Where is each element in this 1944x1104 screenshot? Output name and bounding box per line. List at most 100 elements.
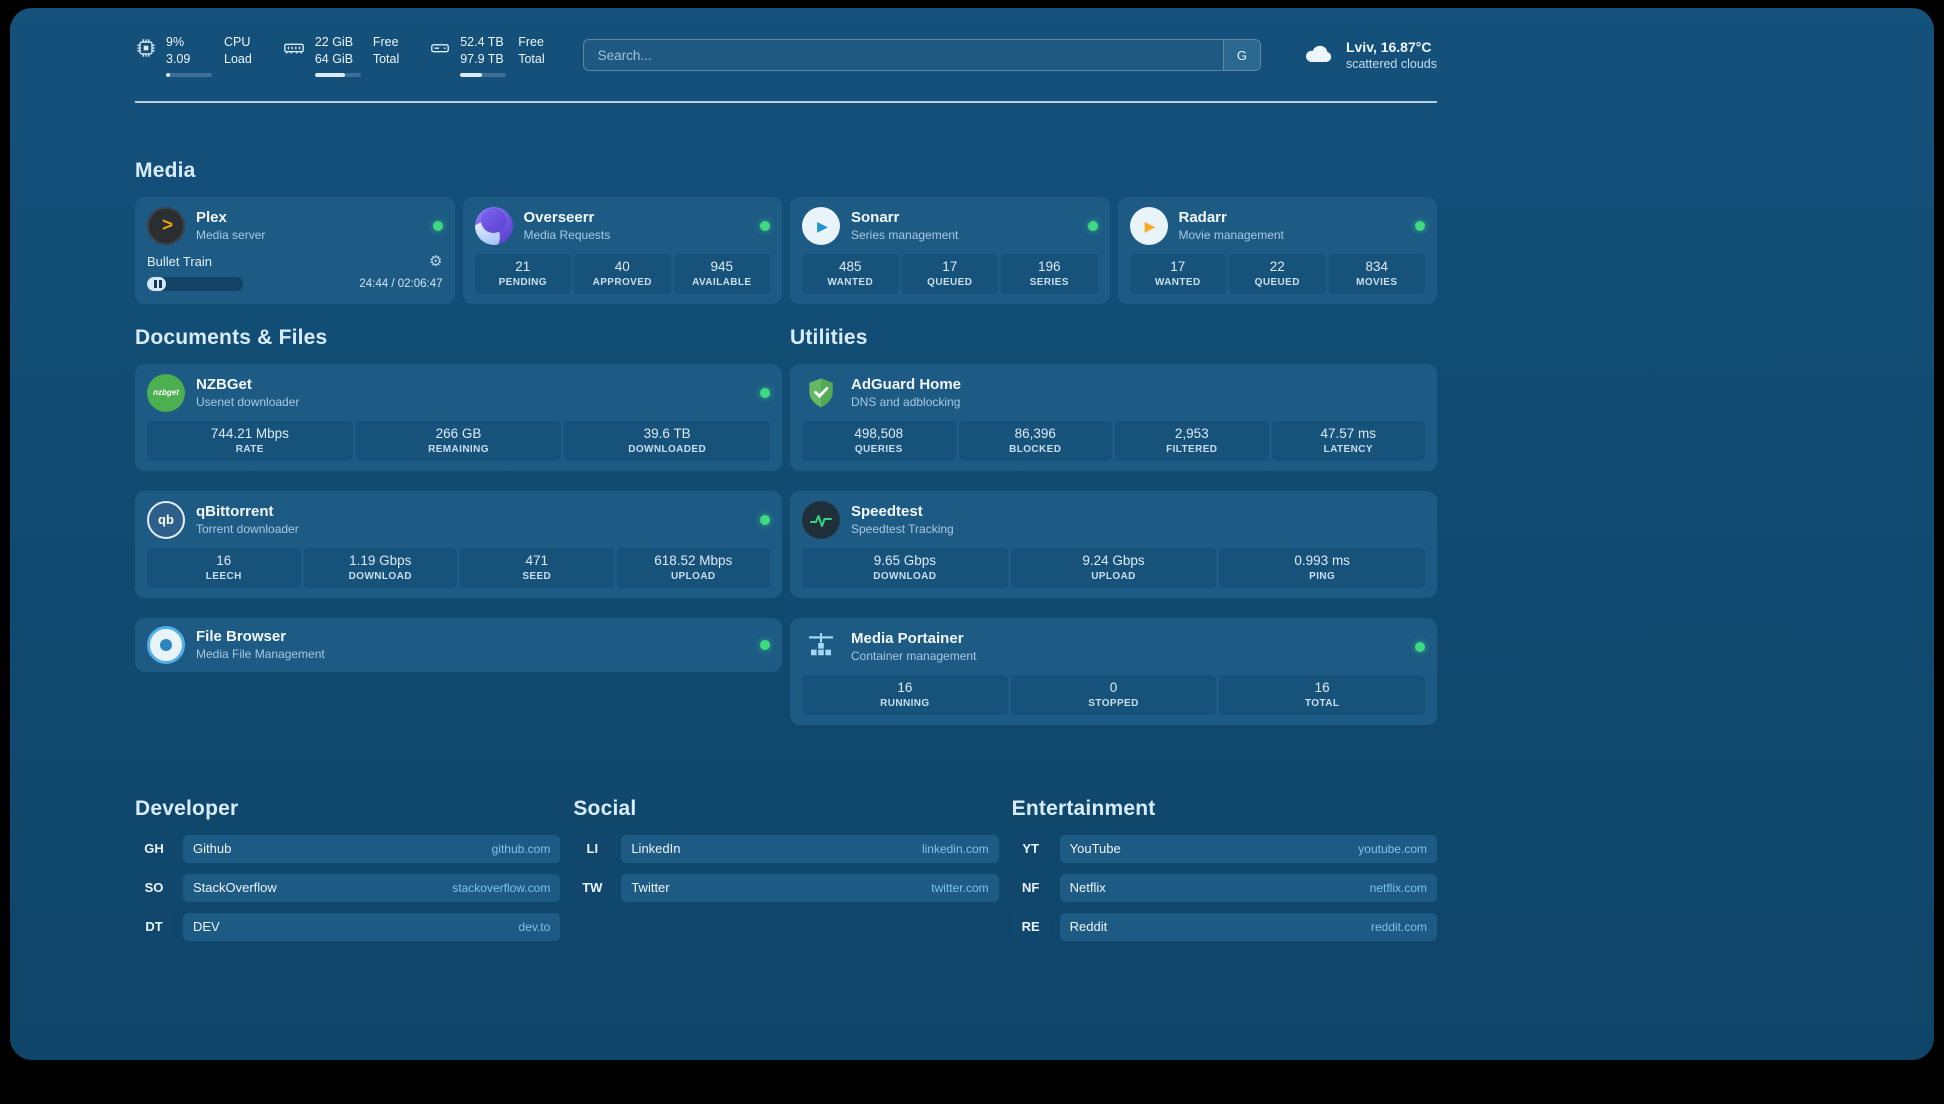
section-entertainment: Entertainment YT YouTube youtube.com NF … [1011,796,1437,952]
speedtest-card[interactable]: Speedtest Speedtest Tracking 9.65 Gbps D… [790,490,1437,598]
cpu-load-value: 3.09 [166,52,191,67]
plex-card[interactable]: Plex Media server Bullet Train [135,196,455,304]
stat-value: 17 [942,258,958,274]
nzbget-card[interactable]: nzbget NZBGet Usenet downloader 744.21 M… [135,363,782,471]
ram-icon [282,37,306,64]
section-utilities: Utilities AdGuard Home [790,326,1437,745]
stat-tile: 1.19 Gbps DOWNLOAD [303,547,457,588]
link-name: YouTube [1069,841,1121,856]
stats-row: 16 LEECH 1.19 Gbps DOWNLOAD 471 SEED 6 [147,547,770,588]
stat-tile: 196 SERIES [1001,253,1098,294]
link-domain: netflix.com [1369,880,1427,895]
playback-progress-bar[interactable] [147,276,243,291]
section-documents: Documents & Files nzbget NZBGet Usenet d… [135,326,782,745]
status-online-dot [1415,220,1425,231]
pause-button[interactable] [154,279,162,288]
stat-label: WANTED [1154,276,1201,288]
link-stackoverflow[interactable]: SO StackOverflow stackoverflow.com [135,873,561,902]
stat-tile: 945 AVAILABLE [673,253,770,294]
section-title-social: Social [573,796,637,820]
filebrowser-card[interactable]: File Browser Media File Management [135,617,782,672]
stat-tile: 0 STOPPED [1010,674,1217,715]
sonarr-icon [802,206,840,245]
plex-icon [147,206,185,245]
disk-stat: 52.4 TB Free 97.9 TB Total [429,34,545,77]
link-netflix[interactable]: NF Netflix netflix.com [1011,873,1437,902]
stats-row: 485 WANTED 17 QUEUED 196 SERIES [802,253,1098,294]
search-input[interactable] [582,39,1261,72]
disk-total-value: 97.9 TB [460,52,504,67]
overseerr-card[interactable]: Overseerr Media Requests 21 PENDING 40 A… [462,196,782,304]
section-title-media: Media [135,158,196,182]
cpu-icon [135,37,157,64]
link-name: Netflix [1069,880,1106,895]
link-abbr: TW [573,873,612,902]
link-domain: youtube.com [1358,841,1427,856]
stats-row: 17 WANTED 22 QUEUED 834 MOVIES [1129,253,1425,294]
stat-value: 0 [1109,679,1118,695]
app-subtitle: Speedtest Tracking [851,522,954,536]
cpu-stat: 9% CPU 3.09 Load [135,34,252,77]
stat-tile: 266 GB REMAINING [355,420,562,461]
link-dev[interactable]: DT DEV dev.to [135,912,561,941]
link-reddit[interactable]: RE Reddit reddit.com [1011,912,1437,941]
app-subtitle: Container management [851,649,977,663]
stat-tile: 39.6 TB DOWNLOADED [564,420,771,461]
stat-label: PENDING [498,276,547,288]
ram-free-label: Free [372,35,399,49]
dashboard-panel: 9% CPU 3.09 Load 22 [10,8,1934,1060]
section-media: Media Plex Media server Bullet Train [135,159,1437,304]
stat-value: 485 [838,258,862,274]
search-bar: G [582,39,1261,72]
stat-value: 86,396 [1014,425,1056,441]
stats-row: 21 PENDING 40 APPROVED 945 AVAILABLE [474,253,770,294]
stat-label: UPLOAD [670,570,716,582]
app-name: Radarr [1178,209,1227,226]
weather-widget: Lviv, 16.87°C scattered clouds [1303,39,1437,71]
cpu-usage-bar [166,72,212,77]
link-name: Twitter [631,880,670,895]
link-domain: reddit.com [1370,919,1427,934]
search-engine-button[interactable]: G [1222,40,1260,71]
stats-row: 744.21 Mbps RATE 266 GB REMAINING 39.6 T… [147,420,771,461]
stat-value: 618.52 Mbps [654,552,733,568]
link-twitter[interactable]: TW Twitter twitter.com [573,873,999,902]
cpu-label: CPU [224,35,251,49]
stat-value: 1.19 Gbps [349,552,412,568]
stat-tile: 86,396 BLOCKED [958,420,1112,461]
portainer-card[interactable]: Media Portainer Container management 16 … [790,617,1437,725]
gear-icon[interactable] [429,254,442,269]
link-linkedin[interactable]: LI LinkedIn linkedin.com [573,834,999,863]
link-name: DEV [193,919,220,934]
stat-value: 9.65 Gbps [873,552,936,568]
top-bar: 9% CPU 3.09 Load 22 [135,34,1437,77]
status-online-dot [1087,220,1098,231]
nzbget-icon: nzbget [147,373,185,412]
link-abbr: LI [573,834,612,863]
radarr-card[interactable]: Radarr Movie management 17 WANTED 22 QUE… [1117,196,1437,304]
disk-icon [429,37,451,64]
stat-value: 0.993 ms [1294,552,1350,568]
app-subtitle: Torrent downloader [196,522,299,536]
qbittorrent-card[interactable]: qb qBittorrent Torrent downloader 16 LEE… [135,490,782,598]
link-github[interactable]: GH Github github.com [135,834,561,863]
sonarr-card[interactable]: Sonarr Series management 485 WANTED 17 Q… [790,196,1110,304]
stat-label: BLOCKED [1009,443,1062,455]
link-abbr: YT [1011,834,1050,863]
stat-label: SEED [522,570,552,582]
section-title-documents: Documents & Files [135,325,328,349]
section-title-entertainment: Entertainment [1011,796,1156,820]
link-abbr: RE [1011,912,1050,941]
stat-label: DOWNLOADED [628,443,707,455]
link-abbr: SO [135,873,173,902]
adguard-card[interactable]: AdGuard Home DNS and adblocking 498,508 … [790,363,1437,471]
ram-stat: 22 GiB Free 64 GiB Total [282,34,399,77]
link-name: StackOverflow [193,880,277,895]
ram-usage-bar [314,72,361,77]
stat-value: 744.21 Mbps [210,425,289,441]
status-online-dot [760,220,770,231]
section-developer: Developer GH Github github.com SO StackO… [135,797,561,952]
now-playing-title: Bullet Train [147,253,213,269]
app-name: Sonarr [851,209,900,226]
link-youtube[interactable]: YT YouTube youtube.com [1011,834,1437,863]
